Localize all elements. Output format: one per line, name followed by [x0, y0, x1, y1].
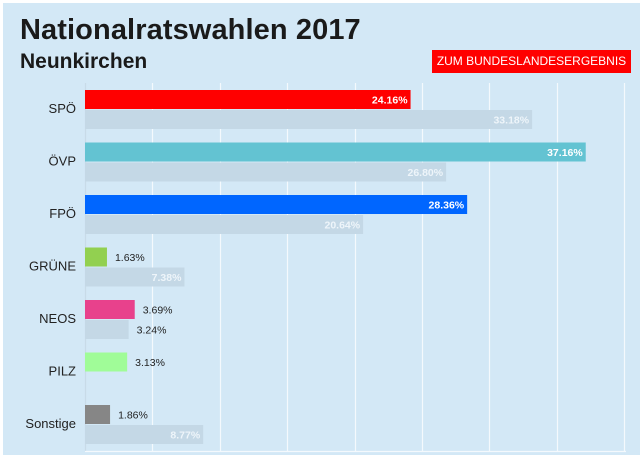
value-label-current: 1.86% [118, 410, 148, 422]
value-label-current: 28.36% [429, 200, 465, 212]
bar-previous [85, 162, 447, 182]
bar-current [85, 300, 135, 319]
bar-previous [85, 267, 185, 287]
bar-previous [85, 320, 129, 339]
bar-current [85, 247, 107, 267]
category-label: FPÖ [49, 206, 76, 221]
bar-previous [85, 425, 204, 444]
bar-previous [85, 215, 364, 234]
bar-current [85, 195, 468, 214]
bar-current [85, 90, 411, 109]
value-label-previous: 7.38% [152, 272, 182, 284]
bar-current [85, 352, 128, 372]
category-label: PILZ [49, 364, 77, 379]
bar-previous [85, 110, 533, 129]
category-label: GRÜNE [29, 259, 76, 274]
bar-current [85, 405, 111, 424]
value-label-previous: 20.64% [324, 220, 360, 232]
category-label: ÖVP [49, 154, 76, 169]
category-label: NEOS [39, 311, 76, 326]
bundesland-result-button[interactable]: ZUM BUNDESLANDESERGEBNIS [432, 50, 631, 73]
value-label-previous: 3.24% [137, 325, 167, 337]
value-label-previous: 8.77% [170, 430, 200, 442]
value-label-current: 1.63% [115, 252, 145, 264]
value-label-current: 3.13% [135, 357, 165, 369]
value-label-previous: 33.18% [493, 115, 529, 127]
value-label-previous: 26.80% [408, 167, 444, 179]
value-label-current: 24.16% [372, 95, 408, 107]
page-title: Nationalratswahlen 2017 [20, 14, 361, 46]
bar-current [85, 142, 586, 162]
chart-panel: Nationalratswahlen 2017 Neunkirchen ZUM … [3, 3, 640, 455]
category-label: SPÖ [49, 101, 76, 116]
page-subtitle: Neunkirchen [20, 50, 148, 73]
value-label-current: 3.69% [143, 305, 173, 317]
category-label: Sonstige [25, 416, 76, 431]
value-label-current: 37.16% [547, 147, 583, 159]
